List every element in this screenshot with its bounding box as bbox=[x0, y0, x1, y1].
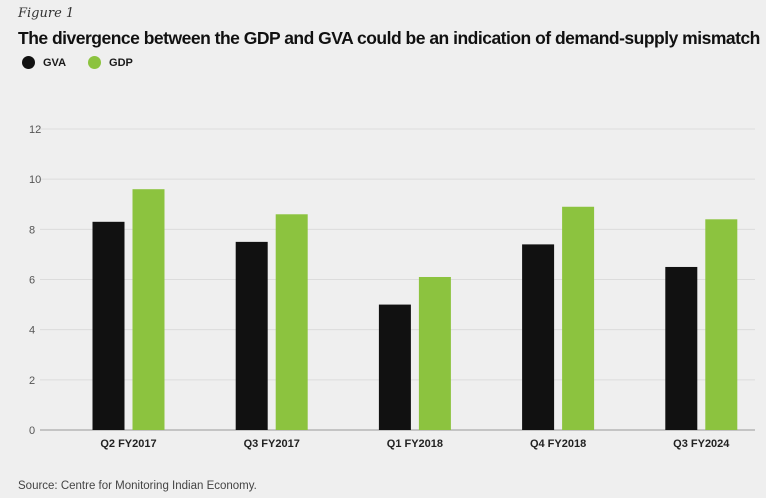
bar-gdp bbox=[418, 276, 451, 430]
legend-item-gdp: GDP bbox=[88, 56, 133, 69]
y-tick-label: 6 bbox=[29, 275, 35, 287]
bar-gva bbox=[522, 244, 555, 430]
y-tick-label: 8 bbox=[29, 224, 35, 236]
bar-gdp bbox=[275, 214, 308, 430]
legend-label-gdp: GDP bbox=[109, 56, 133, 69]
bar-gva bbox=[92, 221, 125, 430]
bar-gdp bbox=[705, 219, 738, 430]
bar-gdp bbox=[132, 189, 165, 430]
bar-gva bbox=[235, 241, 268, 430]
y-tick-label: 12 bbox=[29, 124, 41, 136]
legend-item-gva: GVA bbox=[22, 56, 66, 69]
x-tick-label: Q1 FY2018 bbox=[387, 438, 443, 450]
x-tick-label: Q2 FY2017 bbox=[100, 438, 156, 450]
x-tick-label: Q4 FY2018 bbox=[530, 438, 586, 450]
chart-title: The divergence between the GDP and GVA c… bbox=[18, 28, 760, 48]
y-tick-label: 2 bbox=[29, 375, 35, 387]
bar-gva bbox=[378, 304, 411, 430]
x-tick-label: Q3 FY2017 bbox=[244, 438, 300, 450]
y-tick-label: 4 bbox=[29, 325, 35, 337]
bar-gva bbox=[665, 266, 698, 430]
y-tick-label: 0 bbox=[29, 425, 35, 437]
figure-label: Figure 1 bbox=[18, 6, 75, 21]
x-tick-label: Q3 FY2024 bbox=[673, 438, 730, 450]
bar-gdp bbox=[562, 206, 595, 430]
legend-swatch-gva bbox=[22, 56, 35, 69]
y-tick-label: 10 bbox=[29, 174, 41, 186]
legend-swatch-gdp bbox=[88, 56, 102, 69]
legend-label-gva: GVA bbox=[43, 56, 67, 69]
source-note: Source: Centre for Monitoring Indian Eco… bbox=[18, 480, 257, 492]
legend: GVA GDP bbox=[22, 56, 155, 69]
